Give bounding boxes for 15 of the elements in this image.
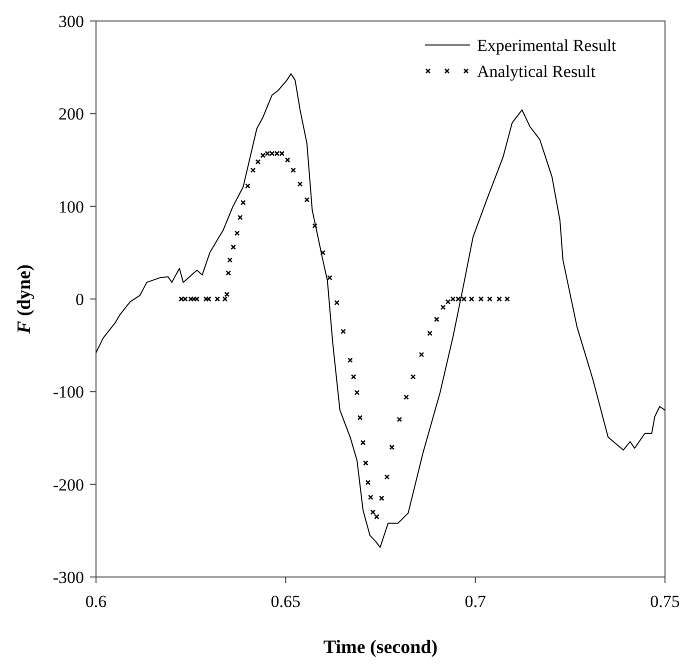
y-tick-label: -200 (52, 475, 84, 494)
y-tick-label: 300 (58, 12, 84, 31)
legend-label: Analytical Result (477, 62, 596, 81)
x-axis-title: Time (second) (323, 637, 438, 658)
y-axis-title: F (dyne) (14, 264, 35, 335)
x-tick-label: 0.6 (85, 592, 107, 611)
x-tick-label: 0.65 (270, 592, 301, 611)
y-tick-label: 0 (76, 290, 84, 309)
y-tick-label: 100 (58, 197, 84, 216)
y-tick-label: 200 (58, 104, 84, 124)
x-tick-label: 0.75 (650, 592, 680, 611)
y-tick-label: -300 (52, 568, 84, 587)
y-tick-label: -100 (52, 382, 84, 402)
x-tick-label: 0.7 (464, 592, 486, 611)
legend-label: Experimental Result (477, 36, 617, 55)
